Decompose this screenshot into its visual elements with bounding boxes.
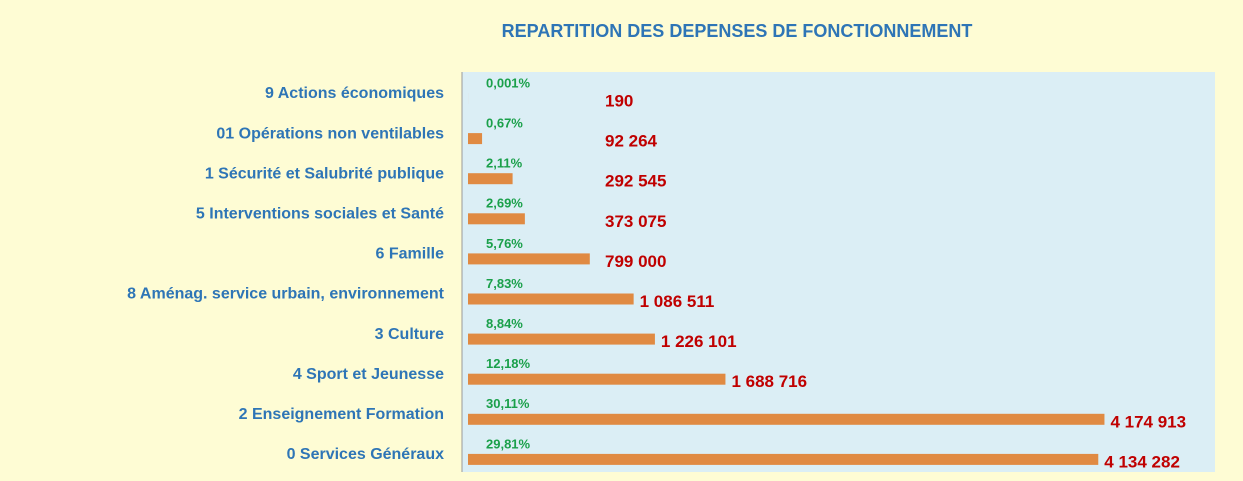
value-label: 4 174 913: [1110, 412, 1186, 431]
bar: [468, 173, 513, 185]
bar: [468, 413, 1105, 425]
value-label: 1 688 716: [731, 372, 807, 391]
bar: [468, 373, 726, 385]
share-label: 8,84%: [486, 316, 523, 331]
category-label: 1 Sécurité et Salubrité publique: [205, 165, 444, 182]
share-label: 29,81%: [486, 436, 531, 451]
bar: [468, 253, 590, 265]
category-label: 01 Opérations non ventilables: [216, 125, 444, 142]
value-label: 190: [605, 91, 633, 110]
bar: [468, 293, 634, 305]
value-label: 373 075: [605, 212, 666, 231]
share-label: 2,11%: [486, 156, 523, 171]
value-label: 799 000: [605, 252, 666, 271]
share-label: 5,76%: [486, 236, 523, 251]
category-label: 2 Enseignement Formation: [239, 406, 444, 423]
plot-area: [462, 72, 1215, 472]
share-label: 0,67%: [486, 116, 523, 131]
category-label: 0 Services Généraux: [287, 446, 445, 463]
category-label: 9 Actions économiques: [265, 85, 444, 102]
bar: [468, 453, 1099, 465]
category-label: 3 Culture: [375, 326, 444, 343]
category-label: 5 Interventions sociales et Santé: [196, 206, 444, 223]
category-label: 6 Famille: [376, 246, 445, 263]
value-label: 92 264: [605, 132, 658, 151]
share-label: 0,001%: [486, 75, 531, 90]
category-label: 8 Aménag. service urbain, environnement: [127, 286, 445, 303]
bar: [468, 213, 525, 225]
share-label: 2,69%: [486, 196, 523, 211]
share-label: 12,18%: [486, 356, 531, 371]
category-label: 4 Sport et Jeunesse: [293, 366, 444, 383]
bar: [468, 133, 483, 145]
value-label: 4 134 282: [1104, 452, 1180, 471]
value-label: 292 545: [605, 172, 666, 191]
chart-title: REPARTITION DES DEPENSES DE FONCTIONNEME…: [502, 21, 973, 41]
share-label: 30,11%: [486, 396, 530, 411]
value-label: 1 086 511: [640, 292, 715, 311]
bar: [468, 333, 655, 345]
value-label: 1 226 101: [661, 332, 737, 351]
share-label: 7,83%: [486, 276, 523, 291]
